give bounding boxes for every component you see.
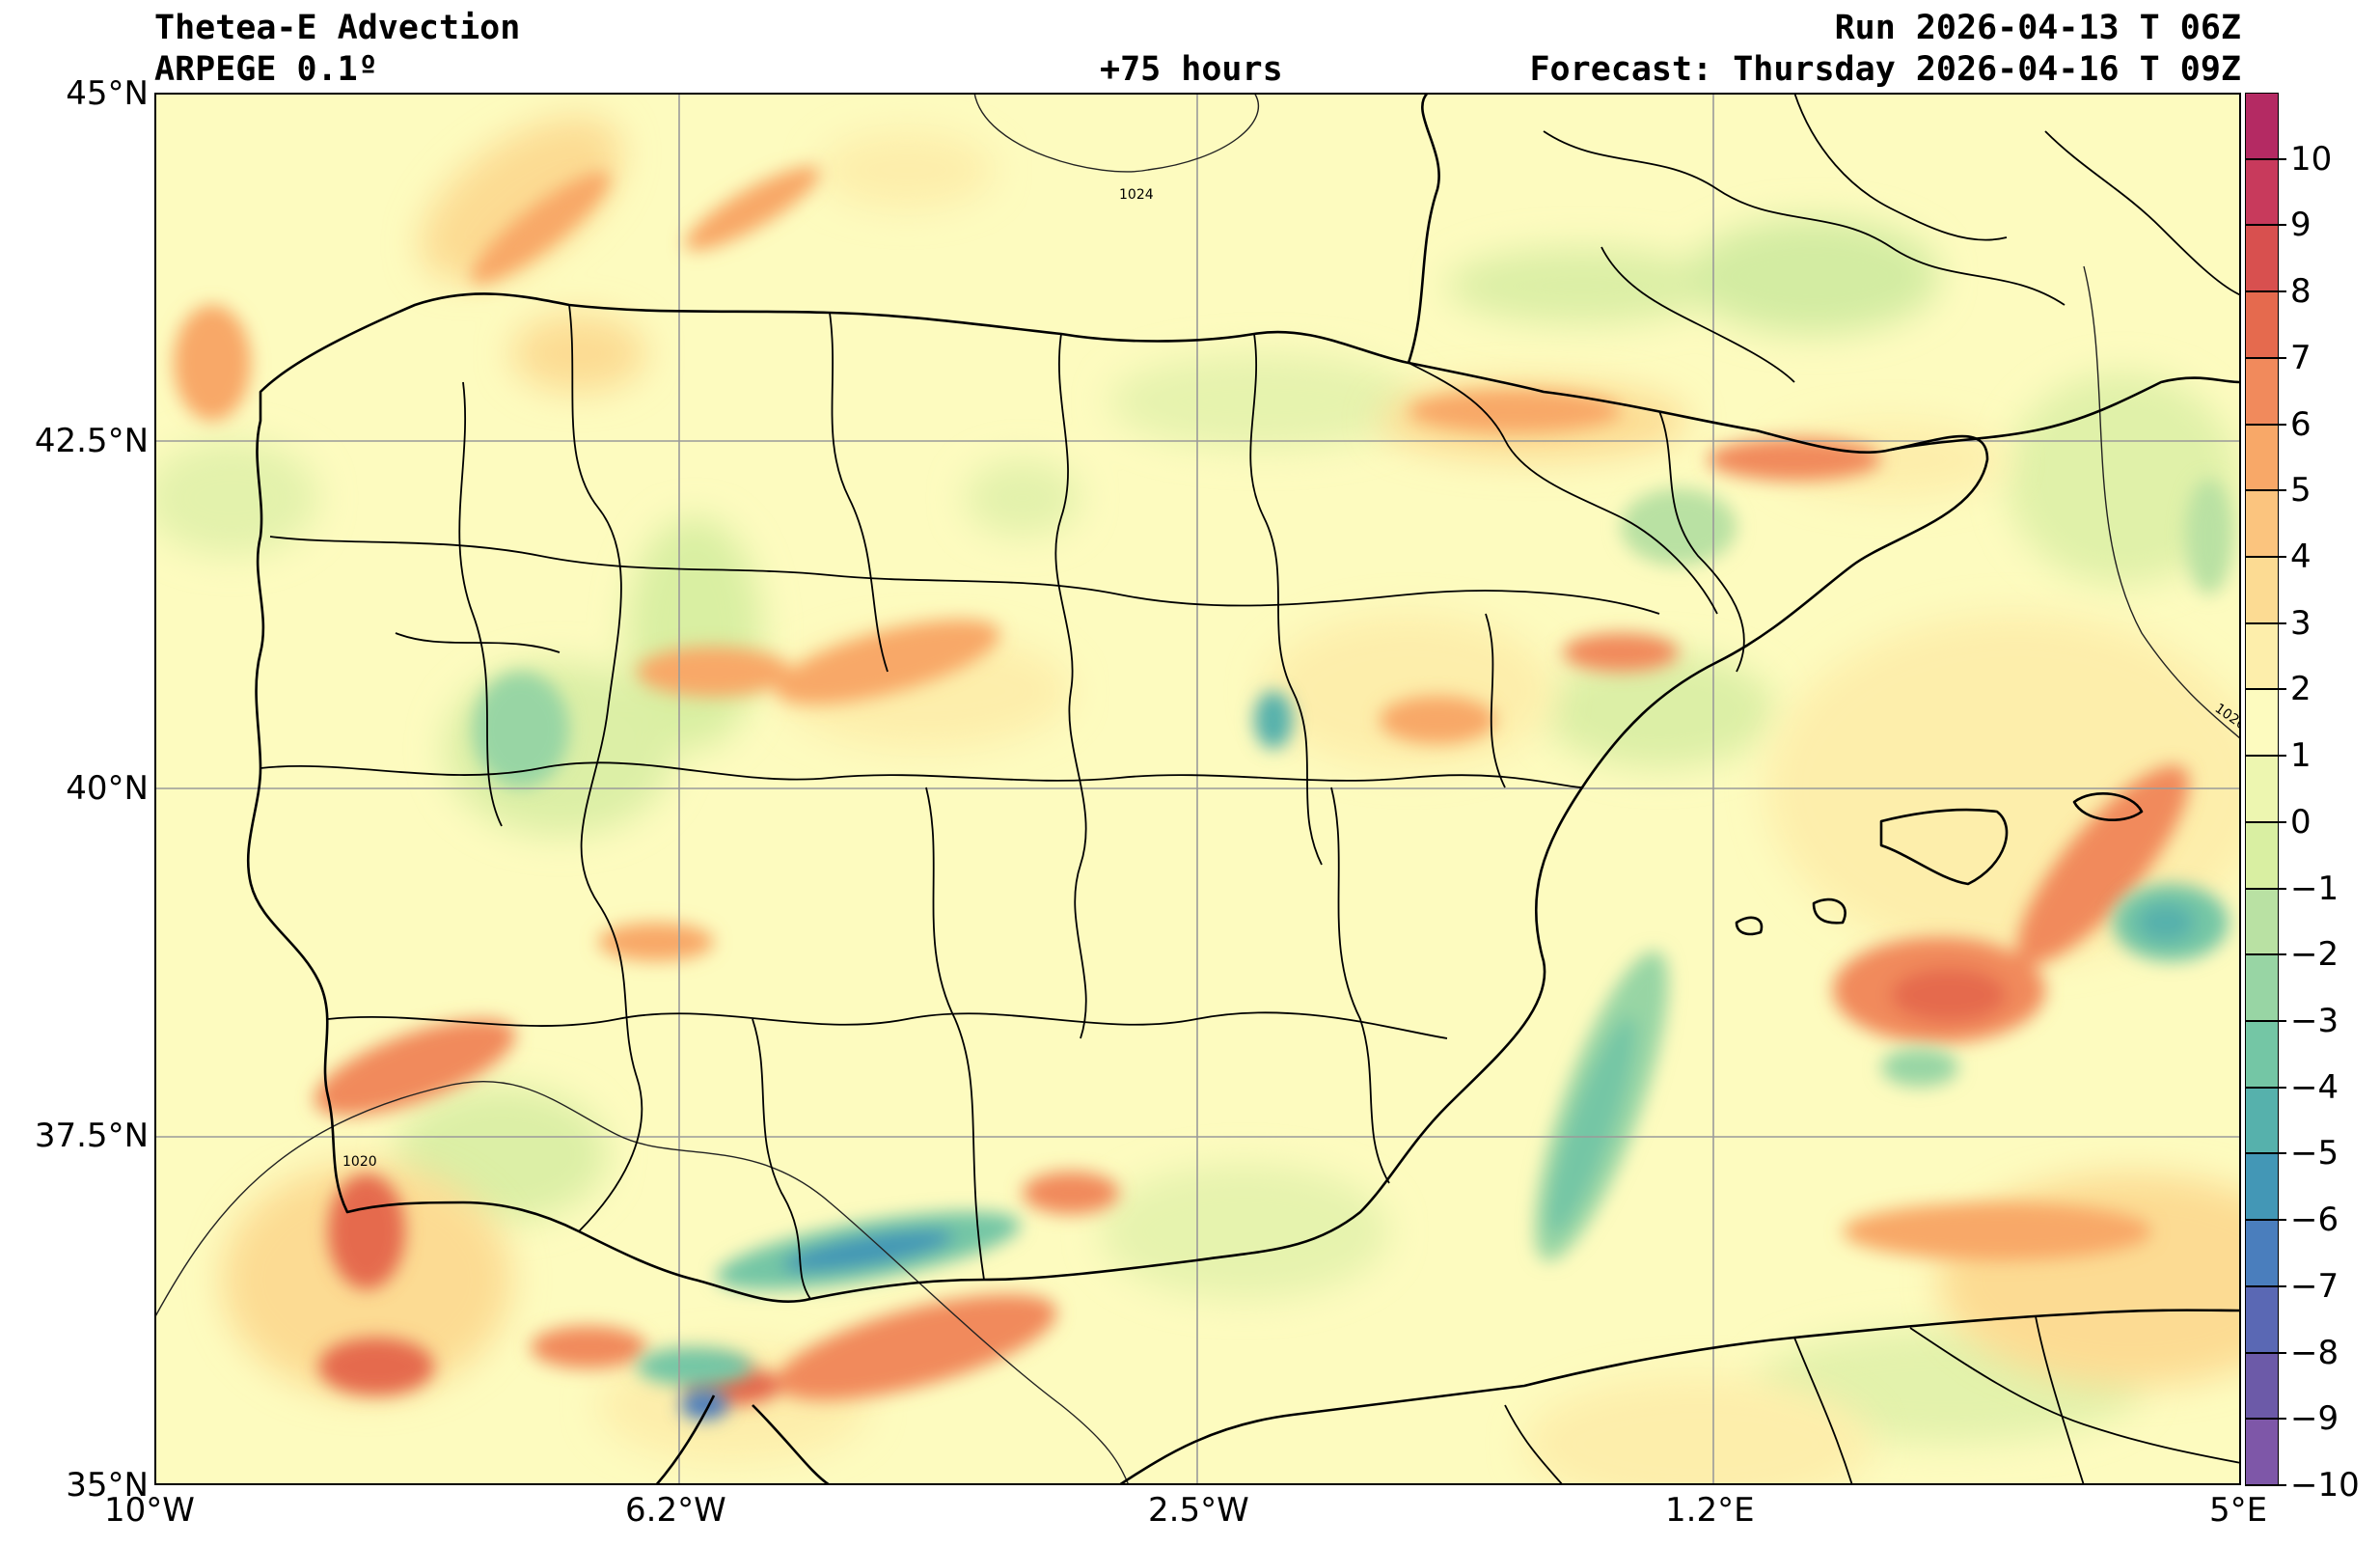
colorbar-tick [2245, 1152, 2286, 1155]
model-name: ARPEGE 0.1º [154, 50, 378, 89]
colorbar-tick-label: 3 [2290, 603, 2312, 643]
lon-label: 6.2°W [625, 1491, 726, 1530]
colorbar-tick-label: 7 [2290, 338, 2312, 377]
colorbar-segment [2245, 93, 2279, 160]
colorbar-tick [2245, 820, 2286, 823]
colorbar-tick [2245, 1219, 2286, 1222]
colorbar-segment [2245, 1087, 2279, 1155]
colorbar-tick [2245, 1351, 2286, 1354]
colorbar-segment [2245, 357, 2279, 426]
isobar-label: 1024 [1119, 187, 1154, 203]
colorbar-tick-label: −4 [2290, 1067, 2339, 1107]
lon-label: 1.2°E [1665, 1491, 1755, 1530]
colorbar-tick [2245, 224, 2286, 227]
colorbar-segment [2245, 158, 2279, 227]
lon-label: 2.5°W [1148, 1491, 1249, 1530]
colorbar-segment [2245, 821, 2279, 890]
colorbar [2245, 93, 2279, 1486]
colorbar-tick [2245, 423, 2286, 426]
lon-label: 10°W [104, 1491, 195, 1530]
colorbar-tick [2245, 755, 2286, 758]
isobars [154, 93, 2241, 1485]
lead-time: +75 hours [1100, 50, 1283, 89]
colorbar-segment [2245, 888, 2279, 956]
colorbar-tick-label: 4 [2290, 538, 2312, 576]
colorbar-tick [2245, 1086, 2286, 1089]
colorbar-tick-label: −9 [2290, 1399, 2339, 1439]
colorbar-segment [2245, 1419, 2279, 1486]
lat-label: 42.5°N [34, 422, 149, 460]
colorbar-tick-label: −6 [2290, 1201, 2339, 1240]
colorbar-segment [2245, 291, 2279, 359]
lat-label: 45°N [66, 74, 149, 113]
colorbar-tick [2245, 621, 2286, 624]
colorbar-tick-label: 10 [2290, 139, 2333, 179]
colorbar-tick-label: 2 [2290, 670, 2312, 709]
colorbar-tick [2245, 556, 2286, 558]
isobar-label: 1020 [342, 1154, 377, 1170]
colorbar-segment [2245, 225, 2279, 293]
colorbar-tick-label: 9 [2290, 206, 2312, 245]
colorbar-frame [2245, 93, 2279, 1485]
colorbar-segment [2245, 1220, 2279, 1287]
lat-label: 35°N [66, 1466, 149, 1505]
lat-label: 37.5°N [34, 1117, 149, 1155]
field-negative-cores [473, 479, 2233, 1420]
colorbar-tick-label: 6 [2290, 404, 2312, 444]
admin-borders [260, 93, 2241, 1485]
colorbar-tick-label: −3 [2290, 1002, 2339, 1040]
colorbar-tick-label: −7 [2290, 1266, 2339, 1306]
advection-map: 1024 1020 1020 [154, 93, 2241, 1485]
colorbar-segment [2245, 622, 2279, 691]
colorbar-tick-label: 0 [2290, 802, 2312, 842]
map-canvas: 1024 1020 1020 [154, 93, 2241, 1485]
colorbar-segment [2245, 490, 2279, 558]
run-time: Run 2026-04-13 T 06Z [1834, 9, 2241, 47]
colorbar-segment [2245, 1285, 2279, 1354]
colorbar-segment [2245, 689, 2279, 758]
colorbar-tick [2245, 1484, 2286, 1486]
colorbar-tick [2245, 1284, 2286, 1287]
colorbar-segment [2245, 1021, 2279, 1089]
colorbar-tick-label: −10 [2290, 1466, 2360, 1505]
colorbar-tick [2245, 953, 2286, 956]
lat-label: 40°N [66, 769, 149, 808]
colorbar-segment [2245, 756, 2279, 823]
colorbar-tick [2245, 887, 2286, 890]
colorbar-tick [2245, 1020, 2286, 1022]
colorbar-tick-label: 8 [2290, 272, 2312, 312]
lon-label: 5°E [2209, 1491, 2268, 1530]
colorbar-tick-label: −5 [2290, 1134, 2339, 1173]
colorbar-tick-label: −2 [2290, 935, 2339, 975]
forecast-time: Forecast: Thursday 2026-04-16 T 09Z [1529, 50, 2241, 89]
colorbar-tick [2245, 1418, 2286, 1421]
map-title: Thetea-E Advection [154, 9, 521, 47]
colorbar-tick [2245, 356, 2286, 359]
colorbar-segment [2245, 1352, 2279, 1421]
colorbar-segment [2245, 1153, 2279, 1222]
graticule [154, 93, 2241, 1485]
colorbar-tick [2245, 688, 2286, 691]
colorbar-tick-label: 1 [2290, 736, 2312, 776]
colorbar-segment [2245, 557, 2279, 624]
colorbar-tick [2245, 290, 2286, 293]
colorbar-segment [2245, 954, 2279, 1022]
coastlines [246, 93, 2241, 1485]
colorbar-segment [2245, 424, 2279, 492]
colorbar-tick-label: −1 [2290, 869, 2339, 908]
colorbar-tick [2245, 157, 2286, 160]
colorbar-tick-label: 5 [2290, 471, 2312, 511]
colorbar-tick [2245, 489, 2286, 492]
colorbar-tick-label: −8 [2290, 1333, 2339, 1372]
